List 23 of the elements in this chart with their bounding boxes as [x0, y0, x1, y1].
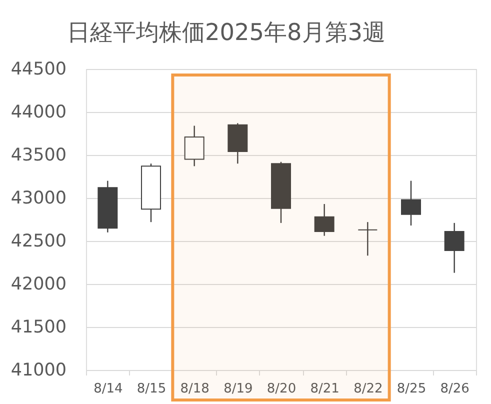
chart-title: 日経平均株価2025年8月第3週 [67, 18, 386, 46]
y-tick-label: 44000 [10, 102, 66, 122]
candlestick [444, 222, 464, 274]
x-tick-label: 8/14 [94, 382, 123, 396]
y-tick-label: 44500 [10, 60, 66, 80]
x-tick-label: 8/25 [396, 382, 426, 396]
y-tick-label: 43500 [10, 146, 66, 166]
x-tick-label: 8/20 [266, 382, 296, 396]
x-tick-label: 8/21 [310, 382, 340, 396]
candlestick [184, 125, 204, 167]
candlestick [401, 180, 421, 226]
y-tick-label: 43000 [10, 188, 66, 208]
x-tick-label: 8/15 [136, 382, 166, 396]
x-tick-label: 8/18 [180, 382, 210, 396]
y-tick-label: 42500 [10, 232, 66, 252]
y-tick-label: 41500 [10, 318, 66, 338]
x-tick-label: 8/19 [224, 382, 253, 396]
y-tick-label: 42000 [10, 274, 66, 294]
x-tick-label: 8/22 [354, 382, 383, 396]
y-tick-label: 41000 [10, 360, 66, 380]
candlestick [358, 221, 378, 256]
candlestick [314, 203, 334, 236]
x-tick-label: 8/26 [440, 382, 470, 396]
